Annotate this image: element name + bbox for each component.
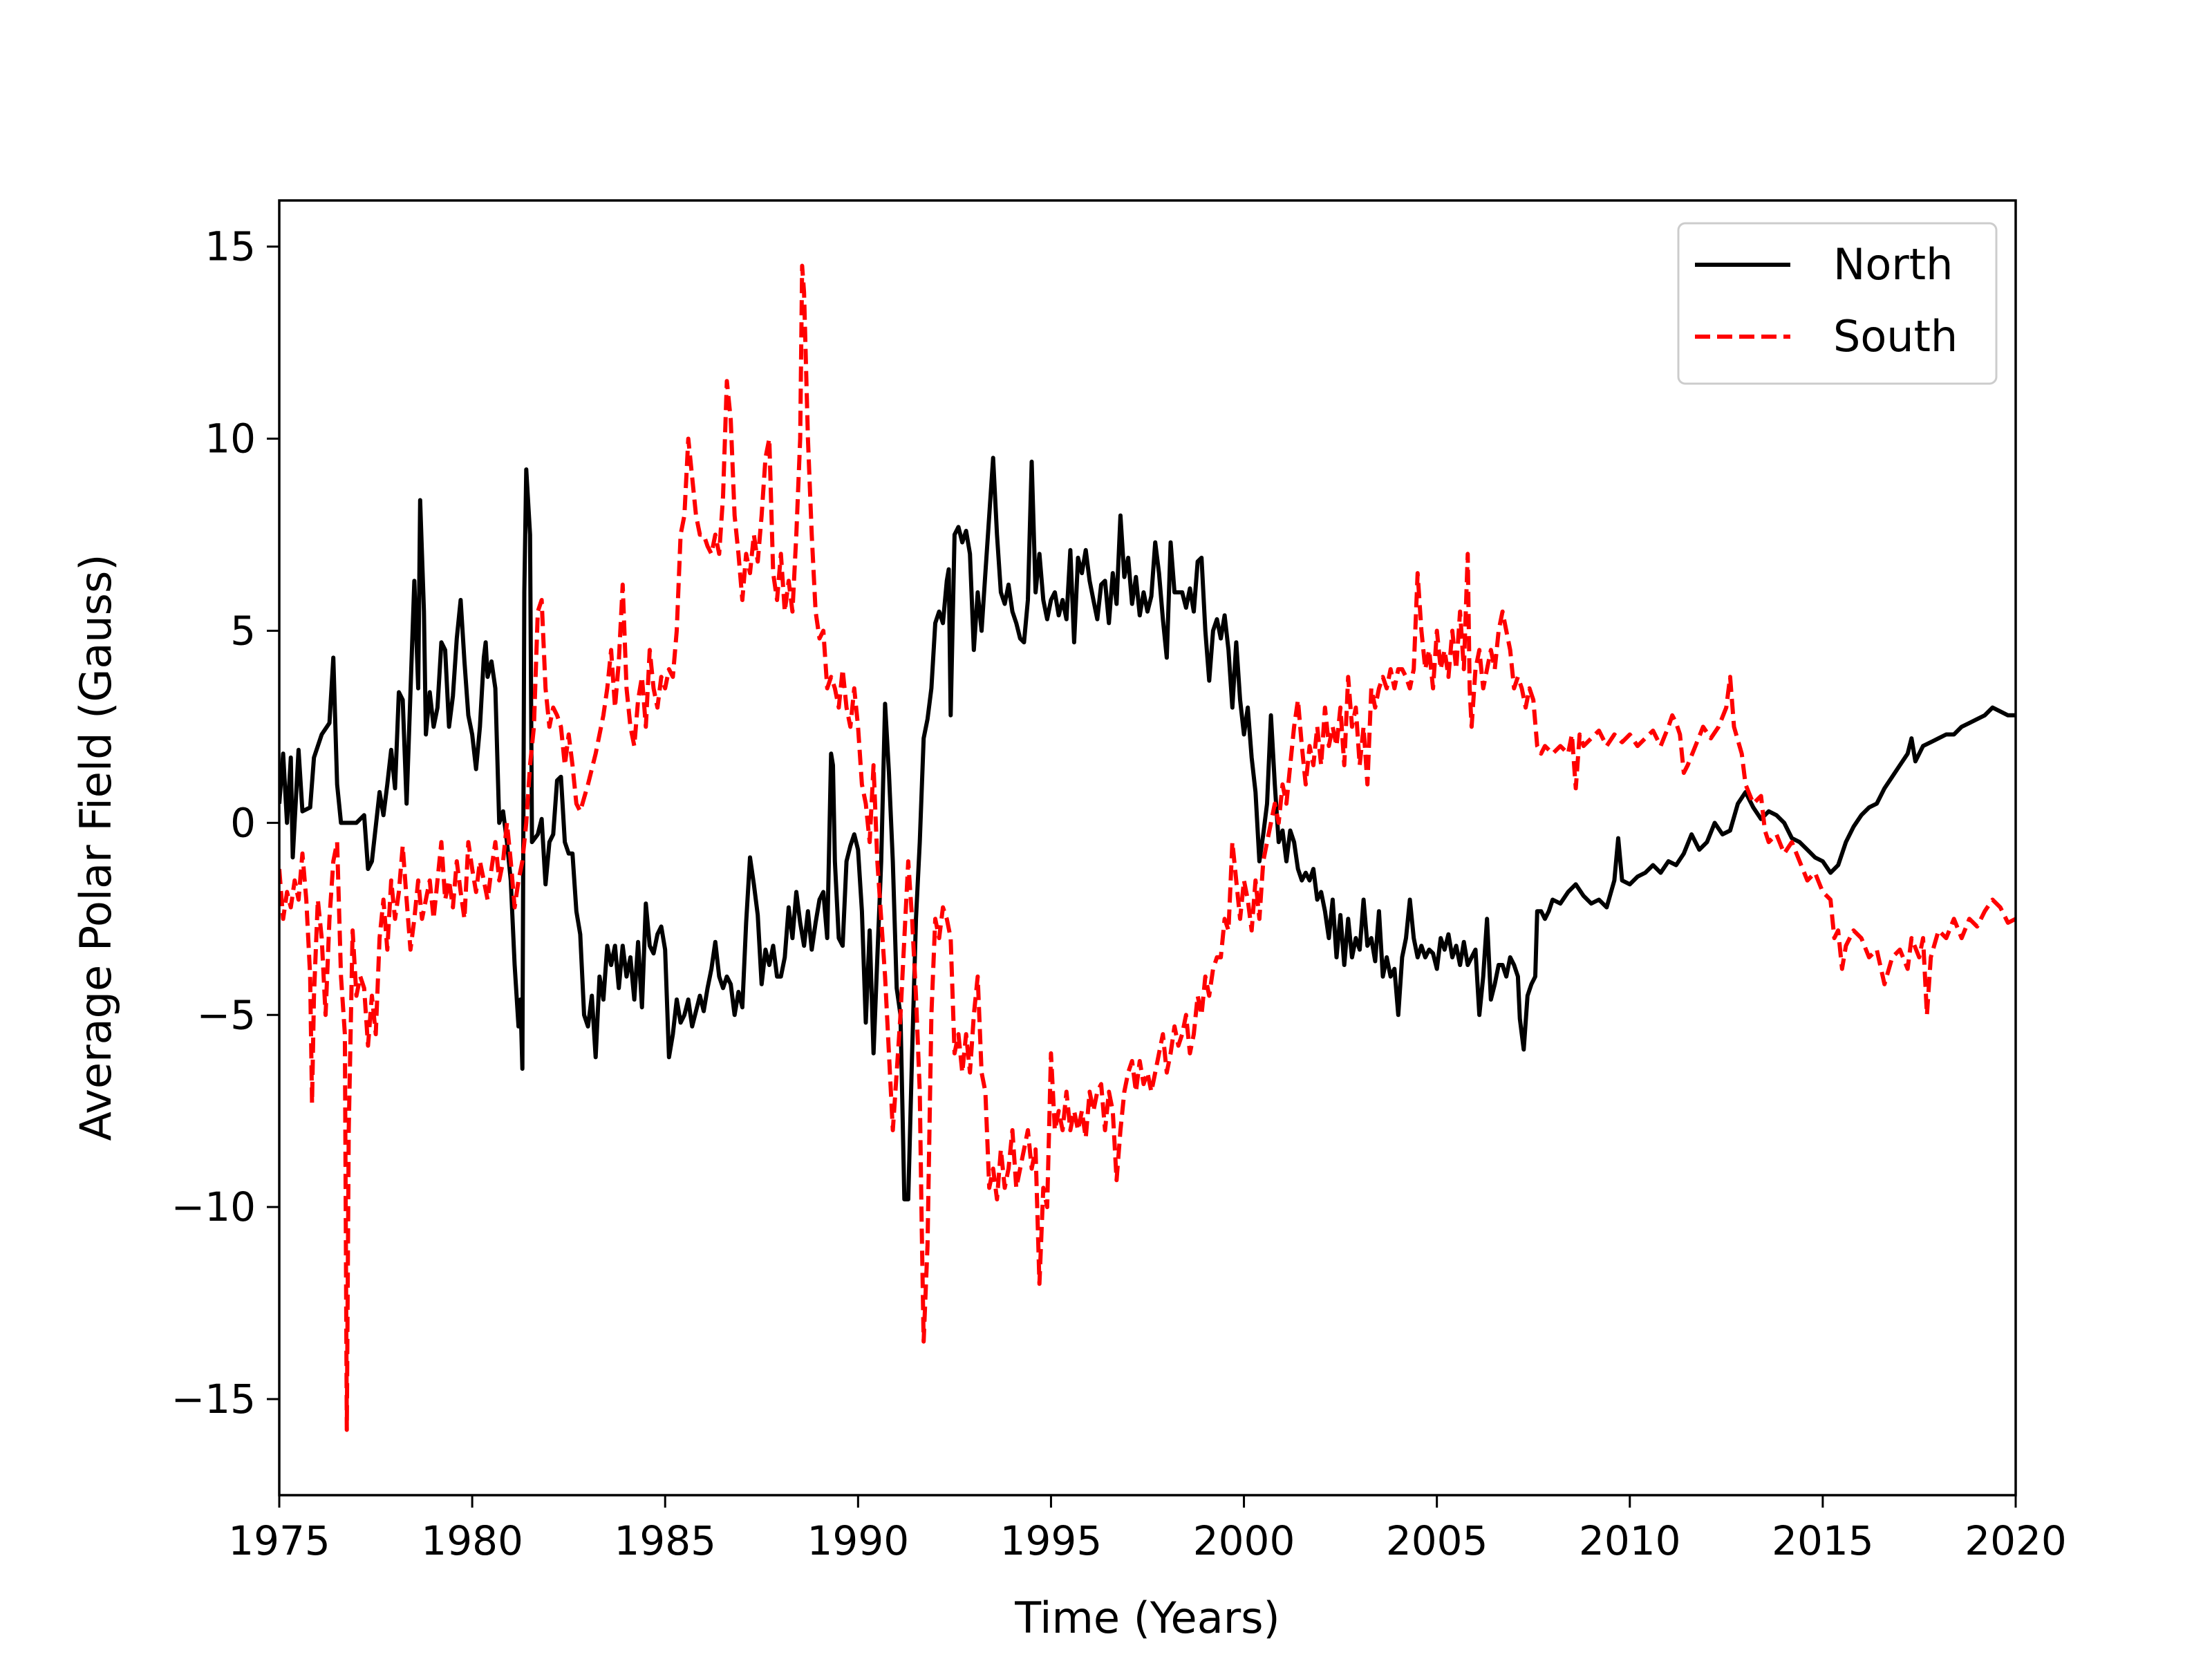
y-tick-label: −15 xyxy=(171,1376,256,1423)
y-tick-label: 10 xyxy=(205,415,256,462)
y-axis-label: Average Polar Field (Gauss) xyxy=(71,554,121,1141)
x-axis: 1975 1980 1985 1990 1995 2000 2005 2010 2015 2020 xyxy=(228,1495,2067,1564)
x-tick-label: 2015 xyxy=(1772,1517,1874,1564)
x-axis-label: Time (Years) xyxy=(1014,1593,1280,1643)
x-tick-label: 1975 xyxy=(228,1517,330,1564)
series-line-north xyxy=(279,456,2016,1201)
x-tick-label: 1995 xyxy=(1000,1517,1103,1564)
series-layer xyxy=(279,263,2016,1432)
y-tick-label: −10 xyxy=(171,1183,256,1230)
y-axis: 15 10 5 0 −5 −10 −15 xyxy=(171,223,279,1423)
x-tick-label: 2005 xyxy=(1386,1517,1488,1564)
y-tick-label: 0 xyxy=(230,799,256,846)
x-tick-label: 2000 xyxy=(1193,1517,1295,1564)
plot-frame xyxy=(278,199,2017,1497)
y-tick-label: 15 xyxy=(205,223,256,270)
x-tick-label: 2020 xyxy=(1965,1517,2067,1564)
x-tick-label: 1980 xyxy=(421,1517,523,1564)
y-tick-label: 5 xyxy=(230,607,256,654)
x-tick-label: 1990 xyxy=(807,1517,910,1564)
x-tick-label: 2010 xyxy=(1579,1517,1681,1564)
x-tick-label: 1985 xyxy=(614,1517,716,1564)
legend: North South xyxy=(1677,222,1998,385)
y-tick-label: −5 xyxy=(197,991,256,1038)
series-line-south xyxy=(279,263,2016,1432)
legend-label-south: South xyxy=(1833,311,1958,362)
legend-label-north: North xyxy=(1833,239,1953,290)
